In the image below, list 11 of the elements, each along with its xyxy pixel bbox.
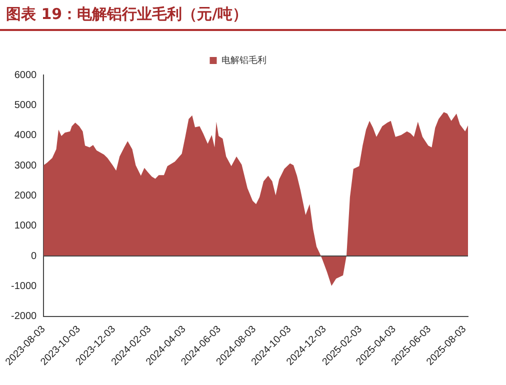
y-tick-label: 3000 [14, 160, 38, 172]
y-tick-label: 2000 [14, 190, 38, 202]
y-tick-label: -1000 [11, 280, 38, 292]
legend-label: 电解铝毛利 [221, 54, 266, 66]
y-tick-label: 1000 [14, 220, 38, 232]
y-tick-label: -2000 [11, 311, 38, 322]
y-tick-label: 5000 [14, 100, 38, 111]
y-tick-label: 4000 [14, 130, 38, 142]
chart-title: 图表 19：电解铝行业毛利（元/吨） [6, 5, 248, 24]
y-tick-label: 6000 [14, 70, 38, 81]
y-tick-label: 0 [31, 250, 38, 262]
